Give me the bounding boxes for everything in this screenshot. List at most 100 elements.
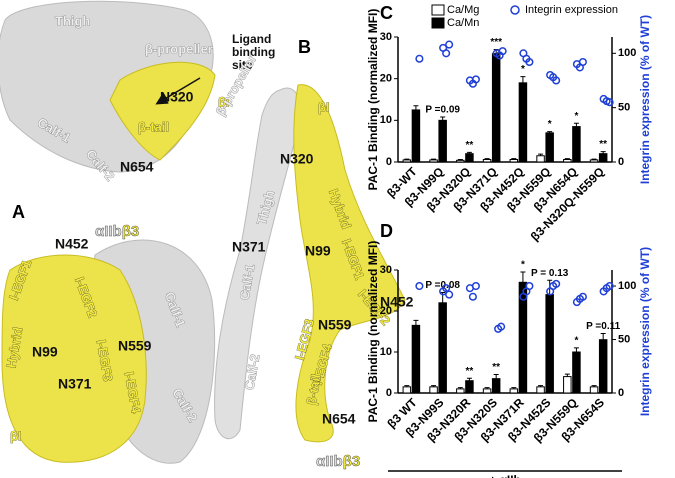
structure-label: βI [218, 94, 230, 109]
beta3-surface [293, 84, 406, 443]
expression-point [445, 290, 454, 299]
structure-label: N654 [322, 411, 356, 427]
error-bar [573, 122, 579, 127]
annotation: * [521, 260, 525, 271]
error-bar [591, 158, 597, 160]
bar [482, 159, 492, 163]
bar [598, 339, 608, 394]
title-alpha: αIIb [95, 223, 122, 240]
annotation: * [548, 119, 552, 130]
bar [598, 153, 608, 163]
legend-swatch [431, 17, 445, 29]
bar [563, 376, 572, 394]
beta3-surface [1, 254, 147, 463]
expression-point [471, 281, 480, 291]
bar [402, 386, 412, 394]
bar [563, 159, 572, 163]
error-bar [538, 153, 544, 156]
structure-label: N371 [232, 239, 266, 255]
structure-title: αIIbβ3 [95, 223, 139, 240]
legend-swatch [510, 5, 520, 15]
title-beta: β3 [343, 453, 361, 470]
bar [482, 388, 492, 394]
panel-letter: C [380, 3, 393, 23]
y-tick-label: 20 [380, 305, 392, 317]
bar [456, 388, 465, 394]
expression-point [442, 49, 451, 58]
bar [411, 109, 421, 163]
annotation: ** [466, 366, 474, 377]
y2-label: Integrin expression (% of WT) [638, 15, 652, 184]
bar [491, 378, 501, 394]
y2-tick-label: 100 [618, 47, 636, 59]
error-bar [538, 385, 544, 387]
structure-label: β-tail [138, 119, 169, 134]
error-bar [404, 385, 410, 387]
legend-swatch [431, 4, 445, 16]
y-tick-label: 10 [380, 114, 392, 126]
expression-point [578, 292, 587, 301]
error-bar [457, 159, 463, 161]
annotation: * [574, 336, 578, 347]
bar [572, 126, 581, 163]
annotation: P =0.08 [425, 280, 460, 291]
y-tick-label: 0 [386, 156, 392, 168]
bar [536, 386, 545, 394]
annotation: *** [490, 37, 502, 48]
bar [465, 153, 474, 163]
error-bar [431, 158, 437, 160]
expression-point [605, 98, 614, 107]
y-tick-label: 20 [380, 73, 392, 85]
annotation: ** [492, 362, 500, 373]
annotation: * [521, 64, 525, 75]
error-bar [484, 387, 490, 389]
bar [429, 159, 438, 163]
y2-tick-label: 0 [618, 387, 624, 399]
structure-label: Calf-1 [237, 263, 258, 301]
error-bar [466, 377, 472, 381]
error-bar [591, 385, 597, 387]
error-bar [484, 158, 490, 160]
legend-label: Integrin expression [525, 4, 618, 16]
error-bar [493, 374, 499, 379]
structure-label: Ligand [232, 32, 271, 46]
structure-label: N371 [58, 376, 92, 392]
panel-letter: B [298, 37, 311, 57]
error-bar [413, 319, 419, 326]
bar [402, 159, 412, 163]
error-bar [547, 131, 553, 133]
structure-label: Hybrid [4, 326, 26, 369]
y2-tick-label: 100 [618, 280, 636, 292]
structure-label: N99 [305, 243, 331, 259]
error-bar [600, 333, 606, 340]
y-tick-label: 30 [380, 31, 392, 43]
structure-label: site [232, 58, 253, 72]
panel-letter: A [12, 202, 25, 222]
annotation: P =0.09 [425, 105, 460, 116]
y2-tick-label: 50 [618, 102, 630, 114]
error-bar [564, 373, 570, 377]
legend-label: Ca/Mn [447, 17, 479, 29]
arrow [155, 77, 201, 105]
structure-label: β-tail [304, 373, 324, 406]
structure-label: N559 [118, 338, 152, 354]
error-bar [520, 76, 526, 83]
expression-point [552, 279, 561, 288]
error-bar [457, 387, 463, 389]
expression-point [578, 57, 587, 67]
structure-label: N452 [380, 294, 414, 310]
bar [589, 386, 599, 394]
bar [456, 159, 465, 163]
expression-point [471, 75, 480, 84]
bar [572, 351, 581, 394]
bar [536, 155, 545, 163]
y-label: PAC-1 Binding (normalized MFI) [366, 9, 380, 191]
annotation: ** [599, 139, 607, 150]
error-bar [466, 151, 472, 154]
expression-point [525, 57, 534, 67]
expression-point [525, 281, 534, 291]
bar [438, 302, 447, 394]
error-bar [600, 151, 606, 154]
error-bar [573, 347, 579, 352]
